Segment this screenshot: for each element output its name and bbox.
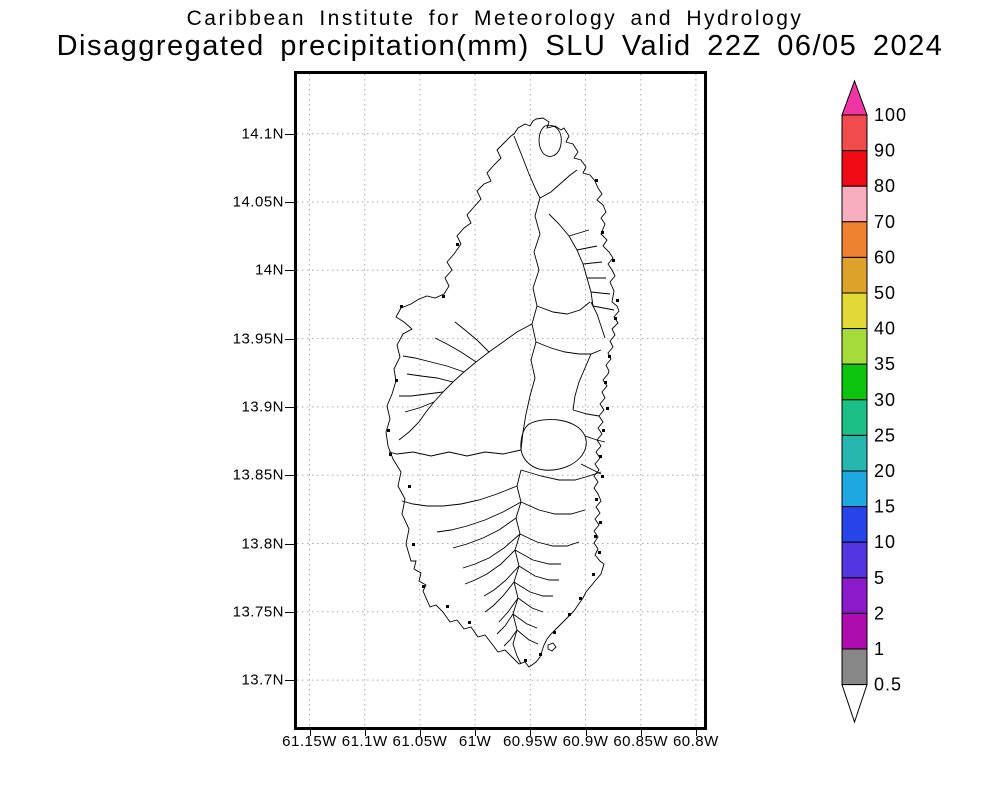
lon-tick-label: 61W [458, 733, 492, 750]
lat-tick-label: 13.7N [241, 671, 284, 689]
lat-tick-label: 14N [254, 261, 284, 279]
colorbar-cell [841, 577, 868, 614]
colorbar-label: 35 [874, 354, 896, 374]
colorbar-label: 1 [874, 639, 885, 659]
colorbar-label: 70 [874, 212, 896, 232]
lon-tick-mark [640, 730, 642, 736]
lon-tick-label: 61.1W [341, 733, 388, 750]
lon-tick-mark [475, 730, 477, 736]
lon-tick-mark [419, 730, 421, 736]
lon-tick-label: 61.15W [282, 733, 337, 750]
lon-tick-mark [585, 730, 587, 736]
watershed-boundaries [388, 124, 615, 665]
lat-tick-mark [285, 611, 294, 613]
lat-tick-mark [285, 475, 294, 477]
precipitation-colorbar: 100 90 80 70 60 50 40 35 30 25 20 15 10 5 2 1 0.5 [841, 79, 907, 724]
lon-tick-mark [309, 730, 311, 736]
colorbar-cell [841, 114, 868, 152]
coastline [385, 117, 620, 668]
colorbar-label: 25 [874, 425, 896, 445]
colorbar-cell [841, 541, 868, 579]
colorbar-label: 100 [874, 105, 907, 125]
colorbar-cell [841, 612, 868, 650]
lat-tick-label: 13.75N [232, 603, 284, 621]
colorbar-cell [841, 506, 868, 543]
lon-tick-mark [695, 730, 697, 736]
colorbar-label: 15 [874, 497, 896, 517]
colorbar-over-arrow [841, 79, 868, 116]
lon-tick-label: 60.8W [672, 733, 719, 750]
colorbar-cell [841, 328, 868, 365]
colorbar-cell [841, 363, 868, 401]
lat-tick-label: 13.9N [241, 398, 284, 416]
lon-tick-mark [364, 730, 366, 736]
lat-tick-mark [285, 133, 294, 135]
colorbar-cell [841, 292, 868, 330]
offshore-islet [547, 642, 557, 652]
colorbar-cell [841, 185, 868, 223]
lat-tick-label: 14.1N [241, 125, 284, 143]
lon-tick-label: 60.95W [502, 733, 558, 750]
colorbar-cell [841, 399, 868, 436]
plot-title: Disaggregated precipitation(mm) SLU Vali… [56, 30, 944, 62]
colorbar-under-arrow [841, 684, 868, 724]
lat-tick-mark [285, 406, 294, 408]
colorbar-label: 50 [874, 283, 896, 303]
colorbar-label: 0.5 [874, 675, 902, 695]
colorbar-label: 80 [874, 176, 896, 196]
lat-tick-label: 14.05N [232, 193, 284, 211]
lat-tick-label: 13.95N [232, 330, 284, 348]
lat-tick-mark [285, 338, 294, 340]
colorbar-label: 20 [874, 461, 896, 481]
lat-tick-label: 13.85N [232, 466, 284, 484]
colorbar-label: 2 [874, 603, 885, 623]
lat-tick-mark [285, 202, 294, 203]
lat-tick-label: 13.8N [241, 535, 284, 552]
lat-tick-mark [285, 680, 294, 682]
lat-tick-mark [285, 543, 294, 545]
lon-tick-label: 60.85W [613, 733, 669, 750]
coastal-watershed-blocks [387, 179, 619, 662]
colorbar-cell [841, 434, 868, 472]
lat-lon-gridlines [297, 74, 704, 727]
colorbar-label: 60 [874, 247, 896, 267]
colorbar-cell [841, 150, 868, 187]
colorbar-label: 90 [874, 141, 896, 161]
lon-tick-label: 60.9W [562, 733, 609, 750]
plot-subtitle: Caribbean Institute for Meteorology and … [186, 7, 804, 30]
colorbar-cell [841, 221, 868, 258]
colorbar-label: 5 [874, 568, 885, 588]
colorbar-cell [841, 256, 868, 294]
colorbar-label: 30 [874, 390, 896, 410]
map-plot-area [294, 71, 707, 730]
colorbar-cell [841, 470, 868, 508]
colorbar-label: 40 [874, 319, 896, 339]
lon-tick-mark [530, 730, 532, 736]
lon-tick-label: 61.05W [392, 733, 448, 750]
colorbar-cell [841, 648, 868, 686]
saint-lucia-watershed-map [385, 117, 620, 668]
colorbar-label: 10 [874, 532, 896, 552]
lat-tick-mark [285, 270, 294, 272]
